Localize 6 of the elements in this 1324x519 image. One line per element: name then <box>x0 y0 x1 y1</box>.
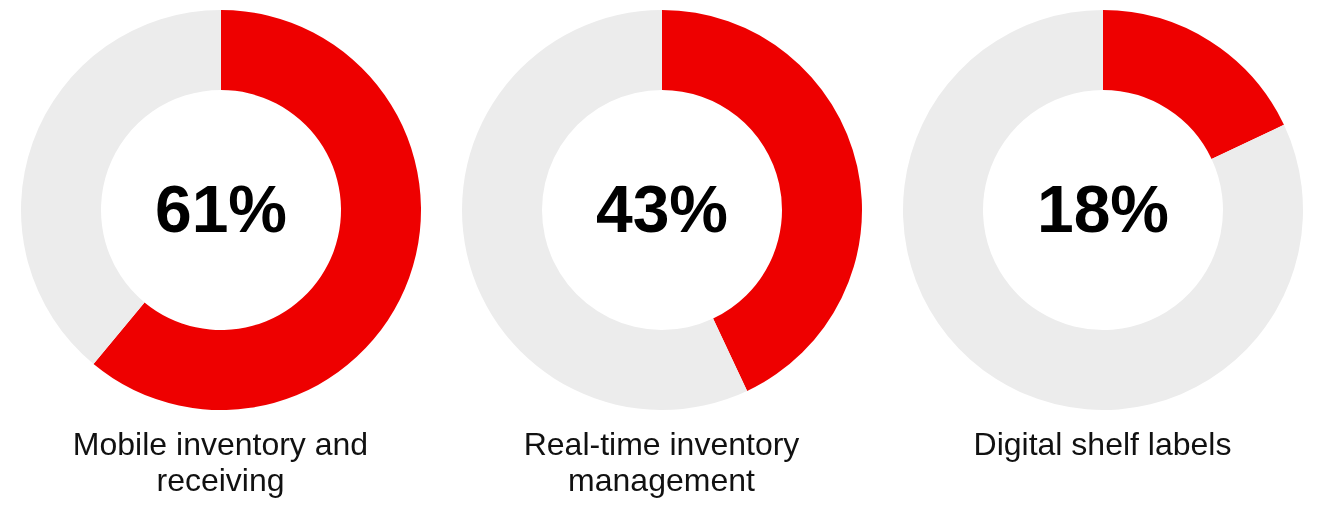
text: Digital shelf labels <box>972 426 1233 462</box>
data-label: 61% <box>154 172 287 247</box>
data-label: 43% <box>595 172 728 247</box>
data-label: 18% <box>1036 172 1169 247</box>
text: Real-time inventory management <box>522 426 801 498</box>
text: Mobile inventory and receiving <box>71 426 370 498</box>
